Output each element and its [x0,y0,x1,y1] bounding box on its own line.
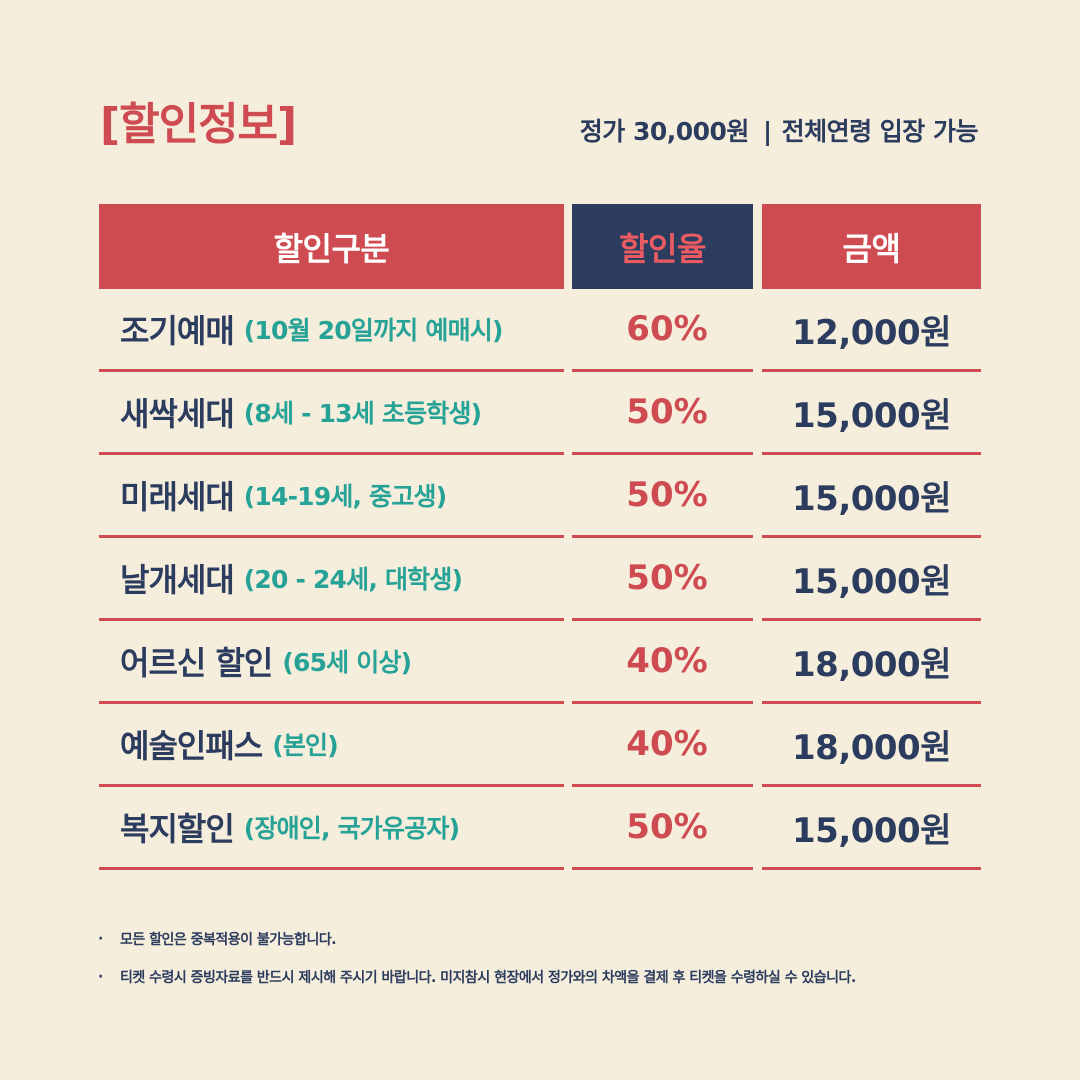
discount-rate: 60% [626,309,708,349]
row-divider [99,452,564,455]
discount-amount: 18,000원 [792,644,951,685]
table-row: 예술인패스 (본인) 40% 18,000원 [0,704,1080,787]
row-divider [99,867,564,870]
row-divider [572,867,753,870]
row-divider [99,701,564,704]
discount-name: 예술인패스 [120,727,263,765]
table-row: 어르신 할인 (65세 이상) 40% 18,000원 [0,621,1080,704]
note-item: · 티켓 수령시 증빙자료를 반드시 제시해 주시기 바랍니다. 미지참시 현장에… [98,958,856,996]
discount-amount: 15,000원 [792,395,951,436]
table-row: 미래세대 (14-19세, 중고생) 50% 15,000원 [0,455,1080,538]
header-category: 할인구분 [99,204,564,289]
discount-name: 새싹세대 [120,395,235,433]
price-info: 정가 30,000원 | 전체연령 입장 가능 [579,112,979,148]
row-divider [572,618,753,621]
row-divider [99,784,564,787]
category-cell: 예술인패스 (본인) [120,704,339,784]
category-cell: 미래세대 (14-19세, 중고생) [120,455,447,535]
discount-note: (장애인, 국가유공자) [243,814,460,843]
discount-amount: 18,000원 [792,727,951,768]
row-divider [99,618,564,621]
discount-name: 조기예매 [120,312,235,350]
discount-rate: 50% [626,807,708,847]
note-text: 티켓 수령시 증빙자료를 반드시 제시해 주시기 바랍니다. 미지참시 현장에서… [120,970,856,986]
row-divider [762,784,981,787]
row-divider [762,618,981,621]
discount-amount: 15,000원 [792,810,951,851]
discount-note: (본인) [272,731,338,760]
discount-note: (10월 20일까지 예매시) [243,316,504,345]
table-row: 날개세대 (20 - 24세, 대학생) 50% 15,000원 [0,538,1080,621]
row-divider [762,452,981,455]
category-cell: 어르신 할인 (65세 이상) [120,621,412,701]
age-info: 전체연령 입장 가능 [781,117,979,146]
row-divider [99,535,564,538]
category-cell: 새싹세대 (8세 - 13세 초등학생) [120,372,482,452]
note-item: · 모든 할인은 중복적용이 불가능합니다. [98,920,856,958]
category-cell: 복지할인 (장애인, 국가유공자) [120,787,460,867]
discount-name: 미래세대 [120,478,235,516]
note-text: 모든 할인은 중복적용이 불가능합니다. [120,932,337,948]
row-divider [762,369,981,372]
table-row: 조기예매 (10월 20일까지 예매시) 60% 12,000원 [0,289,1080,372]
discount-rate: 50% [626,392,708,432]
bullet-icon: · [98,931,103,947]
discount-note: (8세 - 13세 초등학생) [243,399,482,428]
category-cell: 조기예매 (10월 20일까지 예매시) [120,289,503,369]
bullet-icon: · [98,969,103,985]
discount-table: 조기예매 (10월 20일까지 예매시) 60% 12,000원 새싹세대 (8세 … [0,289,1080,870]
discount-name: 날개세대 [120,561,235,599]
row-divider [572,701,753,704]
page-title: [할인정보] [100,99,297,150]
discount-amount: 12,000원 [792,312,951,353]
row-divider [572,535,753,538]
discount-note: (65세 이상) [282,648,412,677]
row-divider [762,535,981,538]
price-separator: | [762,117,772,146]
notes-section: · 모든 할인은 중복적용이 불가능합니다. · 티켓 수령시 증빙자료를 반드시 … [98,920,856,996]
table-row: 새싹세대 (8세 - 13세 초등학생) 50% 15,000원 [0,372,1080,455]
row-divider [762,701,981,704]
row-divider [99,369,564,372]
row-divider [572,784,753,787]
header-rate: 할인율 [572,204,753,289]
discount-amount: 15,000원 [792,478,951,519]
row-divider [762,867,981,870]
discount-name: 복지할인 [120,810,235,848]
discount-rate: 50% [626,475,708,515]
category-cell: 날개세대 (20 - 24세, 대학생) [120,538,463,618]
row-divider [572,369,753,372]
discount-rate: 40% [626,724,708,764]
table-row: 복지할인 (장애인, 국가유공자) 50% 15,000원 [0,787,1080,870]
regular-price: 정가 30,000원 [579,117,750,146]
discount-note: (20 - 24세, 대학생) [243,565,463,594]
discount-note: (14-19세, 중고생) [243,482,447,511]
discount-rate: 50% [626,558,708,598]
row-divider [572,452,753,455]
header-amount: 금액 [762,204,981,289]
discount-rate: 40% [626,641,708,681]
discount-name: 어르신 할인 [120,644,273,682]
discount-amount: 15,000원 [792,561,951,602]
